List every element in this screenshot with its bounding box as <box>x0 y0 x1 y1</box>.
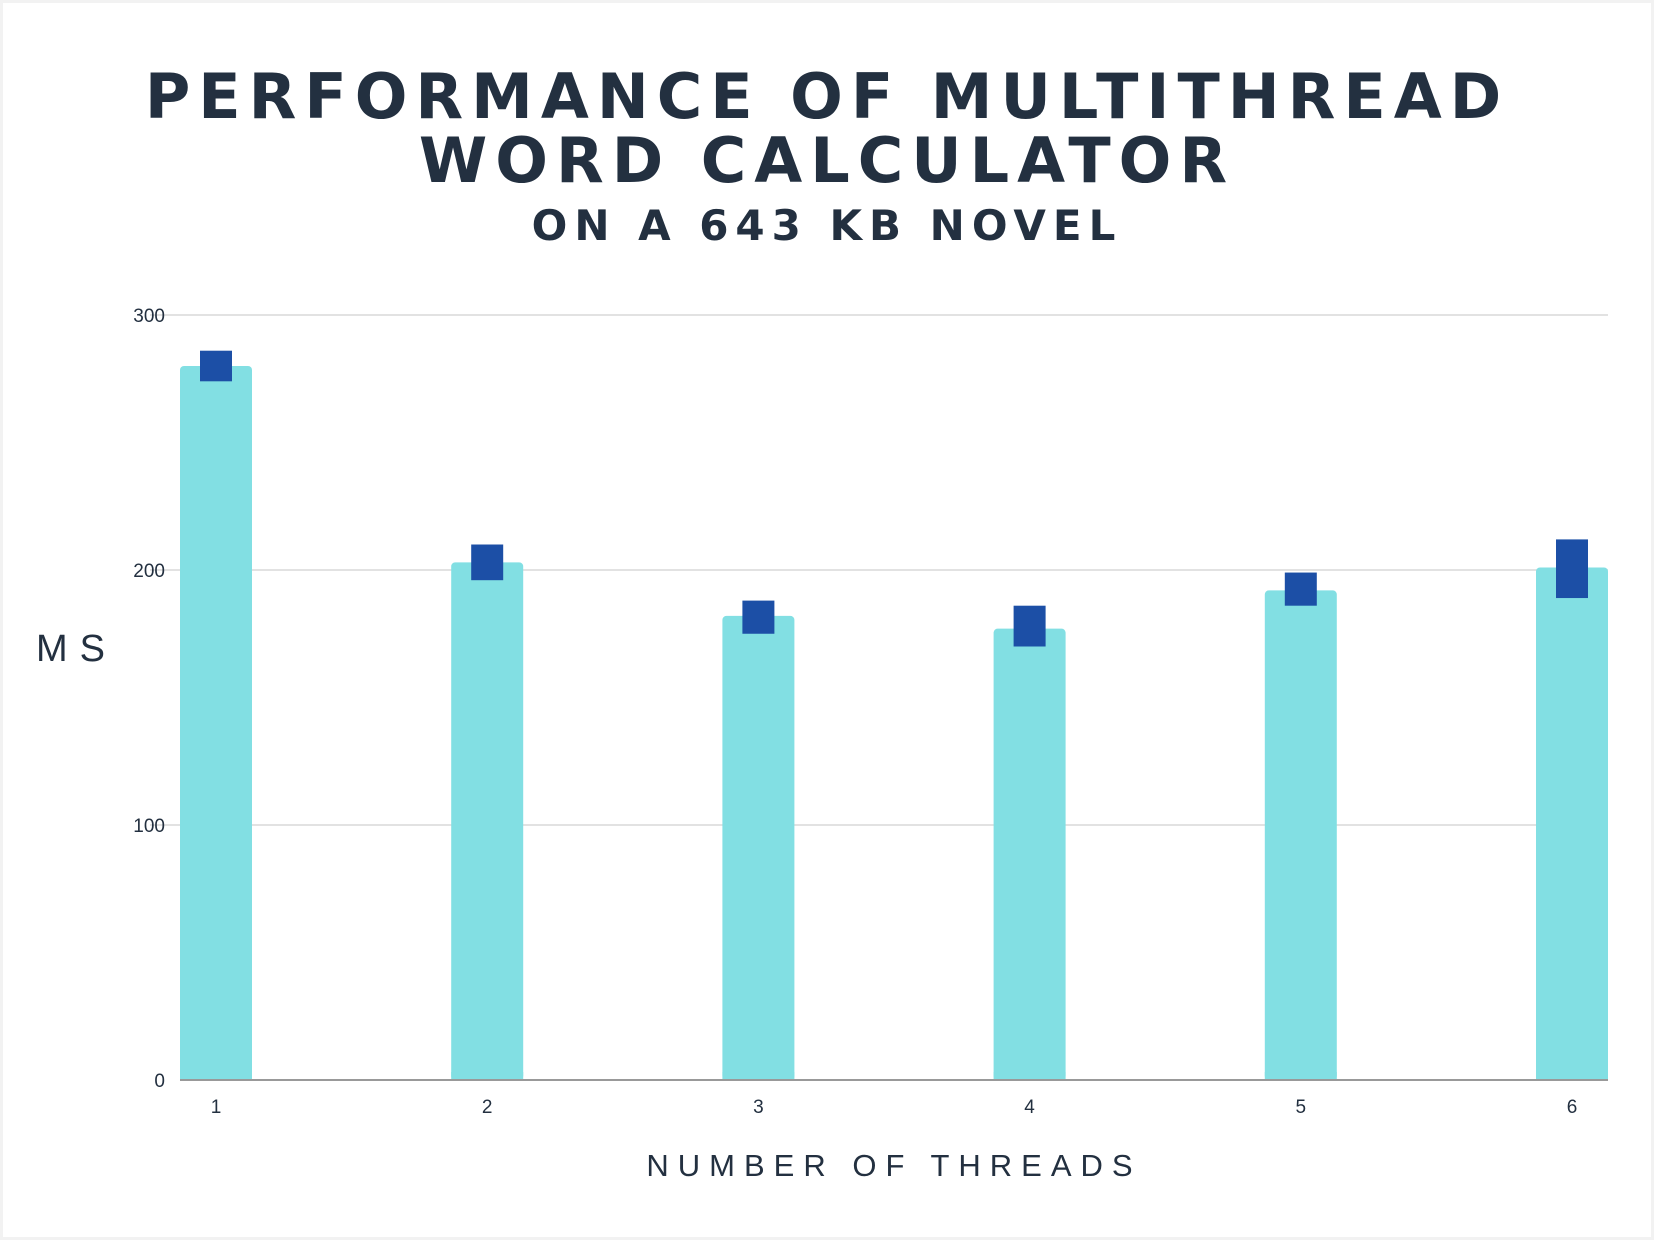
chart-title-line-1: PERFORMANCE OF MULTITHREAD <box>144 60 1510 133</box>
bar <box>993 628 1066 1080</box>
y-tick-label: 100 <box>133 816 165 837</box>
chart-subtitle: ON A 643 KB NOVEL <box>531 201 1123 250</box>
value-marker <box>1013 605 1046 647</box>
value-marker <box>471 544 504 581</box>
bar-base <box>451 1072 524 1080</box>
markers <box>200 350 1588 647</box>
x-axis-label: NUMBER OF THREADS <box>646 1148 1142 1183</box>
bar <box>1536 567 1608 1080</box>
bar <box>180 366 252 1080</box>
tick-labels: 0 100 200 300 1 2 3 4 5 6 <box>133 306 1577 1118</box>
y-axis-label: MS <box>36 628 117 670</box>
value-marker <box>1556 539 1588 599</box>
bar-base <box>993 1072 1066 1080</box>
bar-base <box>1264 1072 1337 1080</box>
bar <box>1264 590 1337 1080</box>
x-tick-label: 2 <box>482 1097 493 1118</box>
value-marker <box>1284 572 1317 606</box>
gridlines <box>150 314 1608 826</box>
y-tick-label: 200 <box>133 561 165 582</box>
bar <box>451 562 524 1080</box>
bars <box>180 366 1608 1080</box>
value-marker <box>742 600 775 634</box>
y-tick-label: 0 <box>154 1071 165 1092</box>
bar <box>722 615 795 1080</box>
x-tick-label: 3 <box>753 1097 764 1118</box>
x-tick-label: 1 <box>211 1097 222 1118</box>
bar-base <box>722 1072 795 1080</box>
x-tick-label: 6 <box>1567 1097 1578 1118</box>
chart-title-line-2: WORD CALCULATOR <box>418 124 1236 197</box>
bar-base <box>180 1072 252 1080</box>
x-tick-label: 4 <box>1024 1097 1035 1118</box>
chart-background <box>3 3 1651 1237</box>
x-tick-label: 5 <box>1296 1097 1307 1118</box>
value-marker <box>200 350 232 382</box>
y-tick-label: 300 <box>133 306 165 327</box>
bar-base <box>1536 1072 1608 1080</box>
